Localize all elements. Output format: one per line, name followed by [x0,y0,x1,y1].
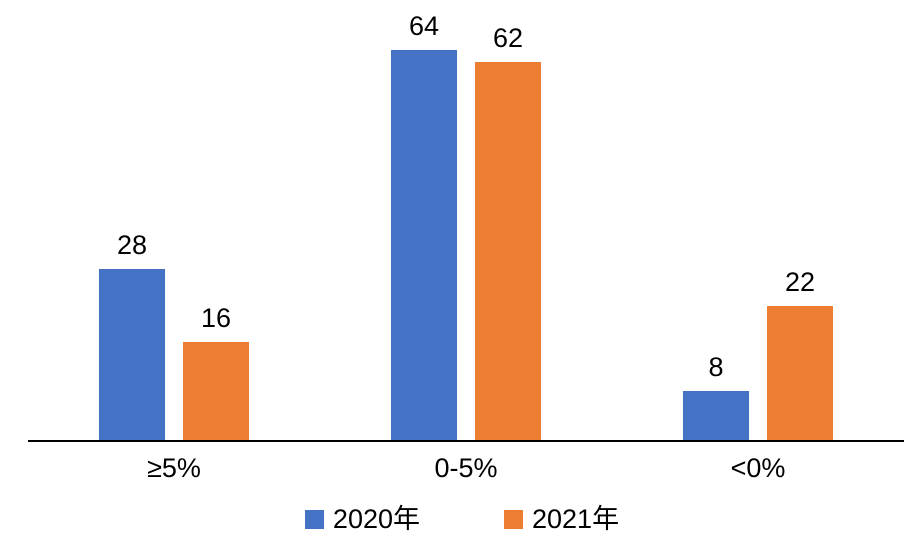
legend-label-2021: 2021年 [532,504,620,534]
value-label: 28 [116,229,148,260]
x-axis-label: <0% [730,453,786,483]
value-label: 62 [492,22,524,53]
bar-column: 8 [683,351,749,440]
bar-column: 22 [767,266,833,440]
bar-series2-cat1 [183,342,249,440]
value-label: 64 [408,10,440,41]
legend-label-2020: 2020年 [332,504,420,534]
legend-item-2021: 2021年 [504,503,619,535]
bar-column: 28 [99,229,165,440]
plot-area: 28 16 64 62 8 22 [28,0,904,440]
bar-group-1: 28 16 [28,0,320,440]
bar-series2-cat2 [475,62,541,440]
bar-series1-cat3 [683,391,749,440]
x-axis-label: 0-5% [434,453,498,483]
legend-item-2020: 2020年 [304,503,420,535]
legend-swatch-2020 [304,509,324,529]
value-label: 8 [708,351,724,382]
bar-series1-cat1 [99,269,165,440]
bar-series2-cat3 [767,306,833,440]
value-label: 16 [200,302,232,333]
value-label: 22 [784,266,816,297]
bar-column: 64 [391,10,457,440]
legend: 2020年 2021年 [0,503,924,535]
bar-group-2: 64 62 [320,0,612,440]
x-axis-labels: ≥5% 0-5% <0% [28,452,904,484]
bar-column: 62 [475,22,541,440]
bar-column: 16 [183,302,249,440]
legend-swatch-2021 [504,509,523,529]
x-axis-line [28,440,904,442]
bar-group-3: 8 22 [612,0,904,440]
x-axis-label: ≥5% [147,453,201,483]
bar-series1-cat2 [391,50,457,440]
